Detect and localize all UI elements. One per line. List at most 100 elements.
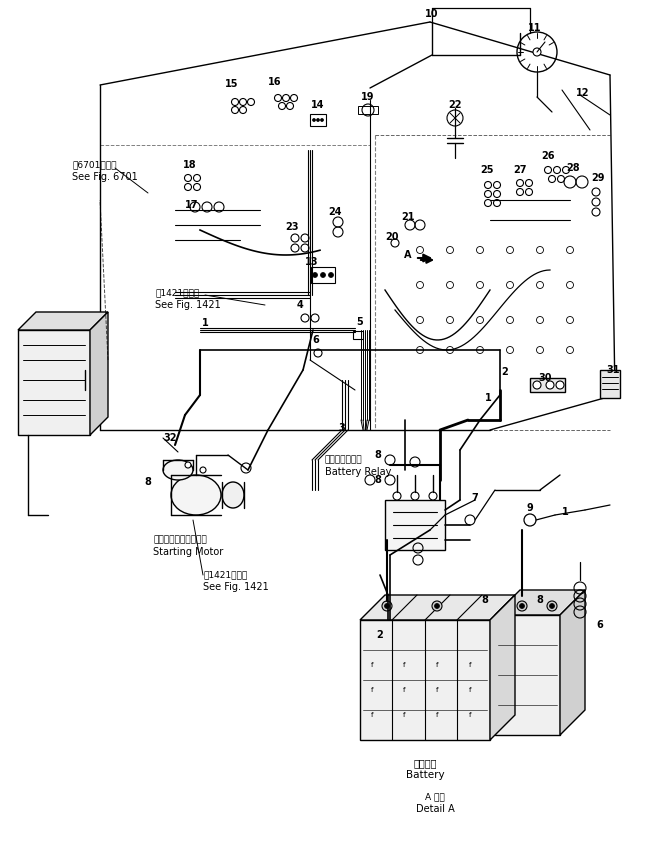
Text: 7: 7 [471, 493, 479, 503]
Text: f: f [436, 687, 438, 693]
Text: f: f [469, 712, 471, 718]
Circle shape [312, 118, 315, 122]
Polygon shape [360, 595, 515, 620]
Circle shape [317, 118, 319, 122]
Text: 第6701図参照: 第6701図参照 [72, 160, 117, 169]
Ellipse shape [171, 475, 221, 515]
Text: 6: 6 [597, 620, 603, 630]
Text: Battery Relay: Battery Relay [325, 467, 392, 477]
Text: 3: 3 [339, 423, 345, 433]
Text: 10: 10 [425, 9, 439, 19]
Ellipse shape [222, 482, 244, 508]
Bar [311, 267, 335, 283]
Text: A: A [404, 250, 412, 260]
Circle shape [519, 603, 524, 609]
Circle shape [393, 492, 401, 500]
Bar [600, 370, 620, 398]
Text: 27: 27 [513, 165, 527, 175]
Circle shape [435, 603, 439, 609]
Polygon shape [495, 590, 585, 615]
Text: See Fig. 6701: See Fig. 6701 [72, 172, 138, 182]
Bar [360, 620, 490, 740]
Circle shape [411, 492, 419, 500]
Text: 4: 4 [297, 300, 303, 310]
Text: 24: 24 [328, 207, 342, 217]
Text: 31: 31 [606, 365, 620, 375]
Text: 12: 12 [576, 88, 590, 98]
Text: f: f [469, 662, 471, 668]
Circle shape [546, 381, 554, 389]
Bar [495, 615, 560, 735]
Text: 9: 9 [526, 503, 533, 513]
Text: 14: 14 [312, 100, 324, 110]
Text: 23: 23 [285, 222, 299, 232]
Text: 8: 8 [375, 475, 381, 485]
Circle shape [321, 273, 326, 278]
Polygon shape [560, 590, 585, 735]
Text: f: f [371, 687, 373, 693]
Text: f: f [436, 662, 438, 668]
Circle shape [382, 601, 392, 611]
Circle shape [200, 467, 206, 473]
Circle shape [312, 273, 317, 278]
Text: f: f [371, 662, 373, 668]
Circle shape [533, 381, 541, 389]
Text: f: f [436, 712, 438, 718]
Text: f: f [402, 662, 405, 668]
Text: Starting Motor: Starting Motor [153, 547, 223, 557]
Text: Detail A: Detail A [415, 804, 454, 814]
Text: 15: 15 [225, 79, 239, 89]
Circle shape [384, 603, 390, 609]
Text: f: f [469, 687, 471, 693]
Circle shape [550, 603, 555, 609]
Text: 32: 32 [163, 433, 177, 443]
Text: バッテリリレー: バッテリリレー [325, 455, 362, 464]
Text: 21: 21 [401, 212, 415, 222]
Circle shape [321, 118, 324, 122]
Text: 20: 20 [385, 232, 399, 242]
Text: 6: 6 [313, 335, 319, 345]
Text: A 詳細: A 詳細 [425, 792, 445, 801]
Circle shape [429, 492, 437, 500]
Text: 18: 18 [183, 160, 197, 170]
Text: 30: 30 [538, 373, 551, 383]
Text: バッテリ: バッテリ [413, 758, 437, 768]
Text: 11: 11 [528, 23, 542, 33]
Text: 17: 17 [185, 200, 199, 210]
Circle shape [328, 273, 333, 278]
Text: 2: 2 [377, 630, 383, 640]
Text: 8: 8 [144, 477, 152, 487]
Ellipse shape [163, 460, 193, 480]
Text: 13: 13 [305, 257, 319, 267]
Text: f: f [402, 712, 405, 718]
Text: 2: 2 [502, 367, 508, 377]
Bar [358, 106, 378, 114]
Polygon shape [18, 312, 108, 330]
Text: 8: 8 [537, 595, 544, 605]
Bar [18, 330, 90, 435]
Bar [530, 378, 565, 392]
Text: 16: 16 [268, 77, 282, 87]
Text: 第1421図参照: 第1421図参照 [155, 288, 199, 297]
Bar [353, 331, 363, 339]
Text: 28: 28 [566, 163, 580, 173]
Text: 1: 1 [202, 318, 208, 328]
Text: See Fig. 1421: See Fig. 1421 [155, 300, 221, 310]
Text: スターティングモータ: スターティングモータ [153, 535, 207, 544]
Text: 1: 1 [484, 393, 491, 403]
Text: 8: 8 [375, 450, 381, 460]
Polygon shape [490, 595, 515, 740]
Circle shape [547, 601, 557, 611]
Text: 26: 26 [541, 151, 555, 161]
Text: 22: 22 [448, 100, 462, 110]
Circle shape [432, 601, 442, 611]
Text: Battery: Battery [406, 770, 444, 780]
Text: 8: 8 [482, 595, 488, 605]
Bar [385, 500, 445, 550]
Text: 25: 25 [481, 165, 494, 175]
Polygon shape [90, 312, 108, 435]
Text: 第1421図参照: 第1421図参照 [203, 570, 247, 579]
Circle shape [533, 48, 541, 56]
Text: See Fig. 1421: See Fig. 1421 [203, 582, 269, 592]
Text: 19: 19 [361, 92, 375, 102]
